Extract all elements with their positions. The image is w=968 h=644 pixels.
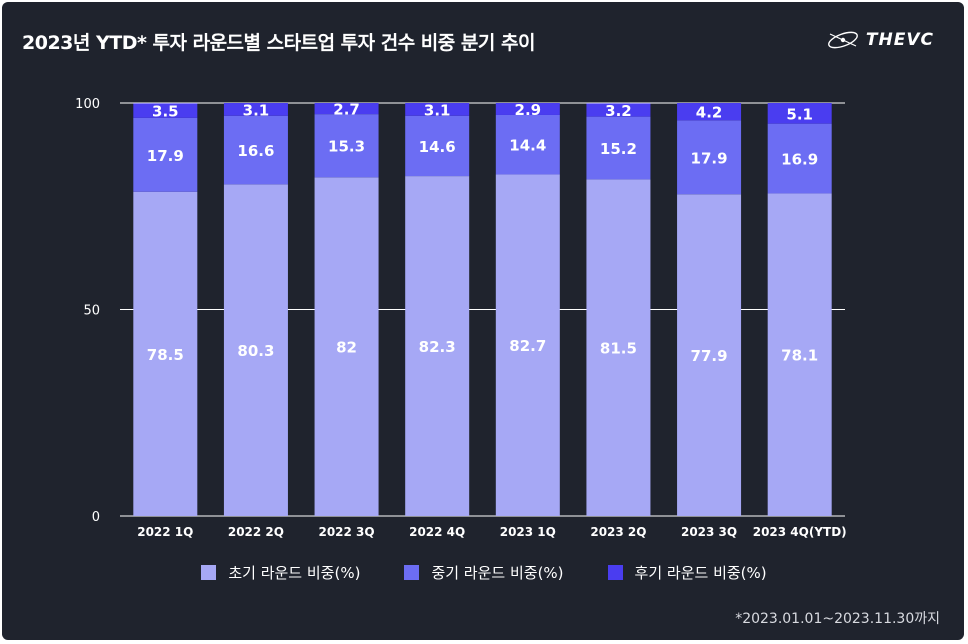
bar-segment: [314, 103, 379, 115]
data-label: 82.3: [419, 338, 456, 356]
data-label: 4.2: [696, 104, 723, 122]
legend-swatch: [404, 565, 420, 580]
data-label: 78.1: [781, 347, 818, 365]
legend-item: 중기 라운드 비중(%): [404, 562, 564, 583]
legend-item: 후기 라운드 비중(%): [607, 562, 767, 583]
data-label: 2.7: [333, 101, 360, 119]
data-label: 15.2: [600, 140, 637, 158]
x-tick-label: 2022 2Q: [228, 525, 284, 539]
data-label: 3.1: [424, 101, 451, 119]
thevc-logo-icon: [827, 31, 858, 49]
data-label: 78.5: [147, 346, 184, 364]
data-label: 14.6: [419, 138, 456, 156]
chart-legend: 초기 라운드 비중(%) 중기 라운드 비중(%) 후기 라운드 비중(%): [0, 562, 968, 583]
data-label: 77.9: [691, 347, 728, 365]
y-tick-label: 100: [75, 97, 100, 112]
x-tick-label: 2023 1Q: [500, 525, 556, 539]
data-label: 16.6: [237, 142, 274, 160]
data-label: 17.9: [147, 147, 184, 165]
bar-segment: [405, 103, 470, 116]
x-tick-label: 2023 4Q(YTD): [753, 525, 847, 539]
data-label: 82: [336, 339, 357, 357]
data-label: 5.1: [786, 105, 813, 123]
legend-label: 중기 라운드 비중(%): [431, 564, 564, 582]
bar-segment: [767, 103, 832, 124]
x-tick-label: 2022 3Q: [318, 525, 374, 539]
bar-segment: [586, 116, 651, 180]
data-label: 3.1: [243, 101, 270, 119]
chart-title: 2023년 YTD* 투자 라운드별 스타트업 투자 건수 비중 분기 추이: [22, 32, 535, 54]
legend-swatch: [607, 565, 623, 580]
bar-segment: [223, 115, 288, 185]
data-label: 14.4: [509, 137, 546, 155]
bar-segment: [133, 117, 198, 192]
x-tick-label: 2022 1Q: [137, 525, 193, 539]
x-tick-label: 2022 4Q: [409, 525, 465, 539]
bar-segment: [586, 179, 651, 516]
brand-name: THEVC: [865, 30, 934, 50]
bar-segment: [767, 193, 832, 516]
x-tick-label: 2023 2Q: [590, 525, 646, 539]
x-tick-label: 2023 3Q: [681, 525, 737, 539]
data-label: 17.9: [691, 149, 728, 167]
bar-segment: [133, 103, 198, 118]
bar-segment: [677, 103, 742, 121]
data-label: 2.9: [515, 101, 542, 119]
bar-segment: [314, 177, 379, 516]
data-label: 81.5: [600, 340, 637, 358]
y-tick-label: 0: [92, 510, 100, 525]
bar-segment: [677, 120, 742, 195]
data-label: 82.7: [509, 337, 546, 355]
bar-segment: [405, 176, 470, 516]
legend-item: 초기 라운드 비중(%): [201, 562, 360, 583]
bar-segment: [495, 103, 560, 115]
bar-segment: [405, 115, 470, 177]
bar-segment: [767, 123, 832, 194]
data-label: 15.3: [328, 138, 365, 156]
bar-segment: [495, 174, 560, 516]
data-label: 3.5: [152, 103, 179, 121]
data-label: 3.2: [605, 102, 632, 120]
y-tick-label: 50: [83, 304, 100, 319]
bar-segment: [223, 103, 288, 116]
bar-segment: [495, 114, 560, 175]
bar-segment: [677, 194, 742, 516]
legend-label: 후기 라운드 비중(%): [634, 564, 767, 582]
bar-segment: [133, 191, 198, 517]
brand-logo: THEVC: [826, 28, 934, 52]
legend-swatch: [201, 565, 217, 580]
legend-label: 초기 라운드 비중(%): [228, 564, 361, 582]
footnote: *2023.01.01~2023.11.30까지: [735, 611, 940, 627]
bar-segment: [586, 103, 651, 117]
data-label: 16.9: [781, 151, 818, 169]
data-label: 80.3: [237, 342, 274, 360]
bar-segment: [314, 114, 379, 178]
bar-segment: [223, 184, 288, 516]
